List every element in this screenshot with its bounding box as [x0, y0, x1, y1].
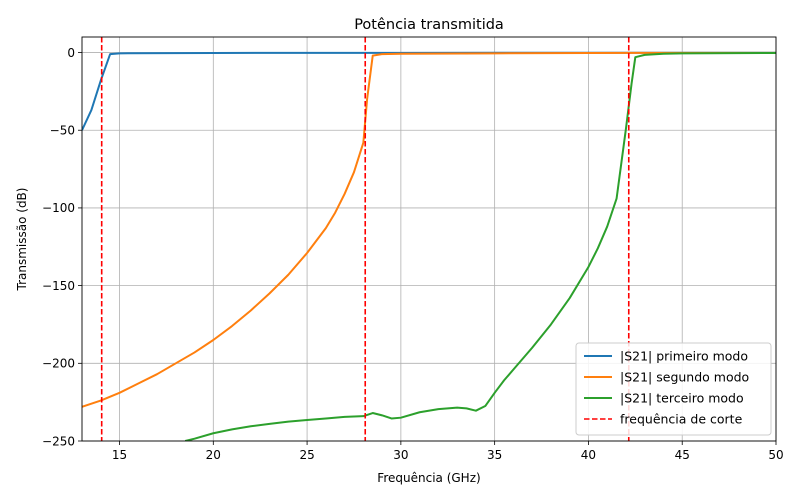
x-tick-label-5: 40	[581, 448, 596, 462]
x-tick-label-0: 15	[112, 448, 127, 462]
legend-label-3: frequência de corte	[620, 412, 743, 427]
y-tick-label-3: −150	[42, 279, 75, 293]
series-line-1	[82, 51, 776, 408]
y-tick-label-2: −100	[42, 201, 75, 215]
x-tick-label-6: 45	[675, 448, 690, 462]
y-axis-ticks: 0 −50 −100 −150 −200 −250	[42, 46, 82, 448]
x-tick-label-1: 20	[206, 448, 221, 462]
y-axis-label: Transmissão (dB)	[15, 188, 29, 292]
legend-label-1: |S21| segundo modo	[620, 370, 749, 385]
y-tick-label-4: −200	[42, 357, 75, 371]
y-tick-label-5: −250	[42, 434, 75, 448]
y-tick-label-1: −50	[50, 124, 75, 138]
chart-title: Potência transmitida	[354, 17, 504, 33]
x-axis-label: Frequência (GHz)	[377, 471, 480, 485]
x-axis-ticks: 15 20 25 30 35 40 45 50	[112, 441, 784, 462]
legend-label-0: |S21| primeiro modo	[620, 349, 748, 364]
legend-box	[575, 342, 772, 436]
x-tick-label-4: 35	[487, 448, 502, 462]
x-tick-label-7: 50	[768, 448, 783, 462]
legend-label-2: |S21| terceiro modo	[620, 391, 744, 406]
x-tick-label-3: 30	[393, 448, 408, 462]
plot-frame	[81, 36, 777, 442]
series-line-2	[184, 52, 776, 441]
legend: |S21| primeiro modo |S21| segundo modo |S2…	[575, 342, 772, 436]
x-tick-label-2: 25	[299, 448, 314, 462]
y-tick-label-0: 0	[67, 46, 75, 60]
